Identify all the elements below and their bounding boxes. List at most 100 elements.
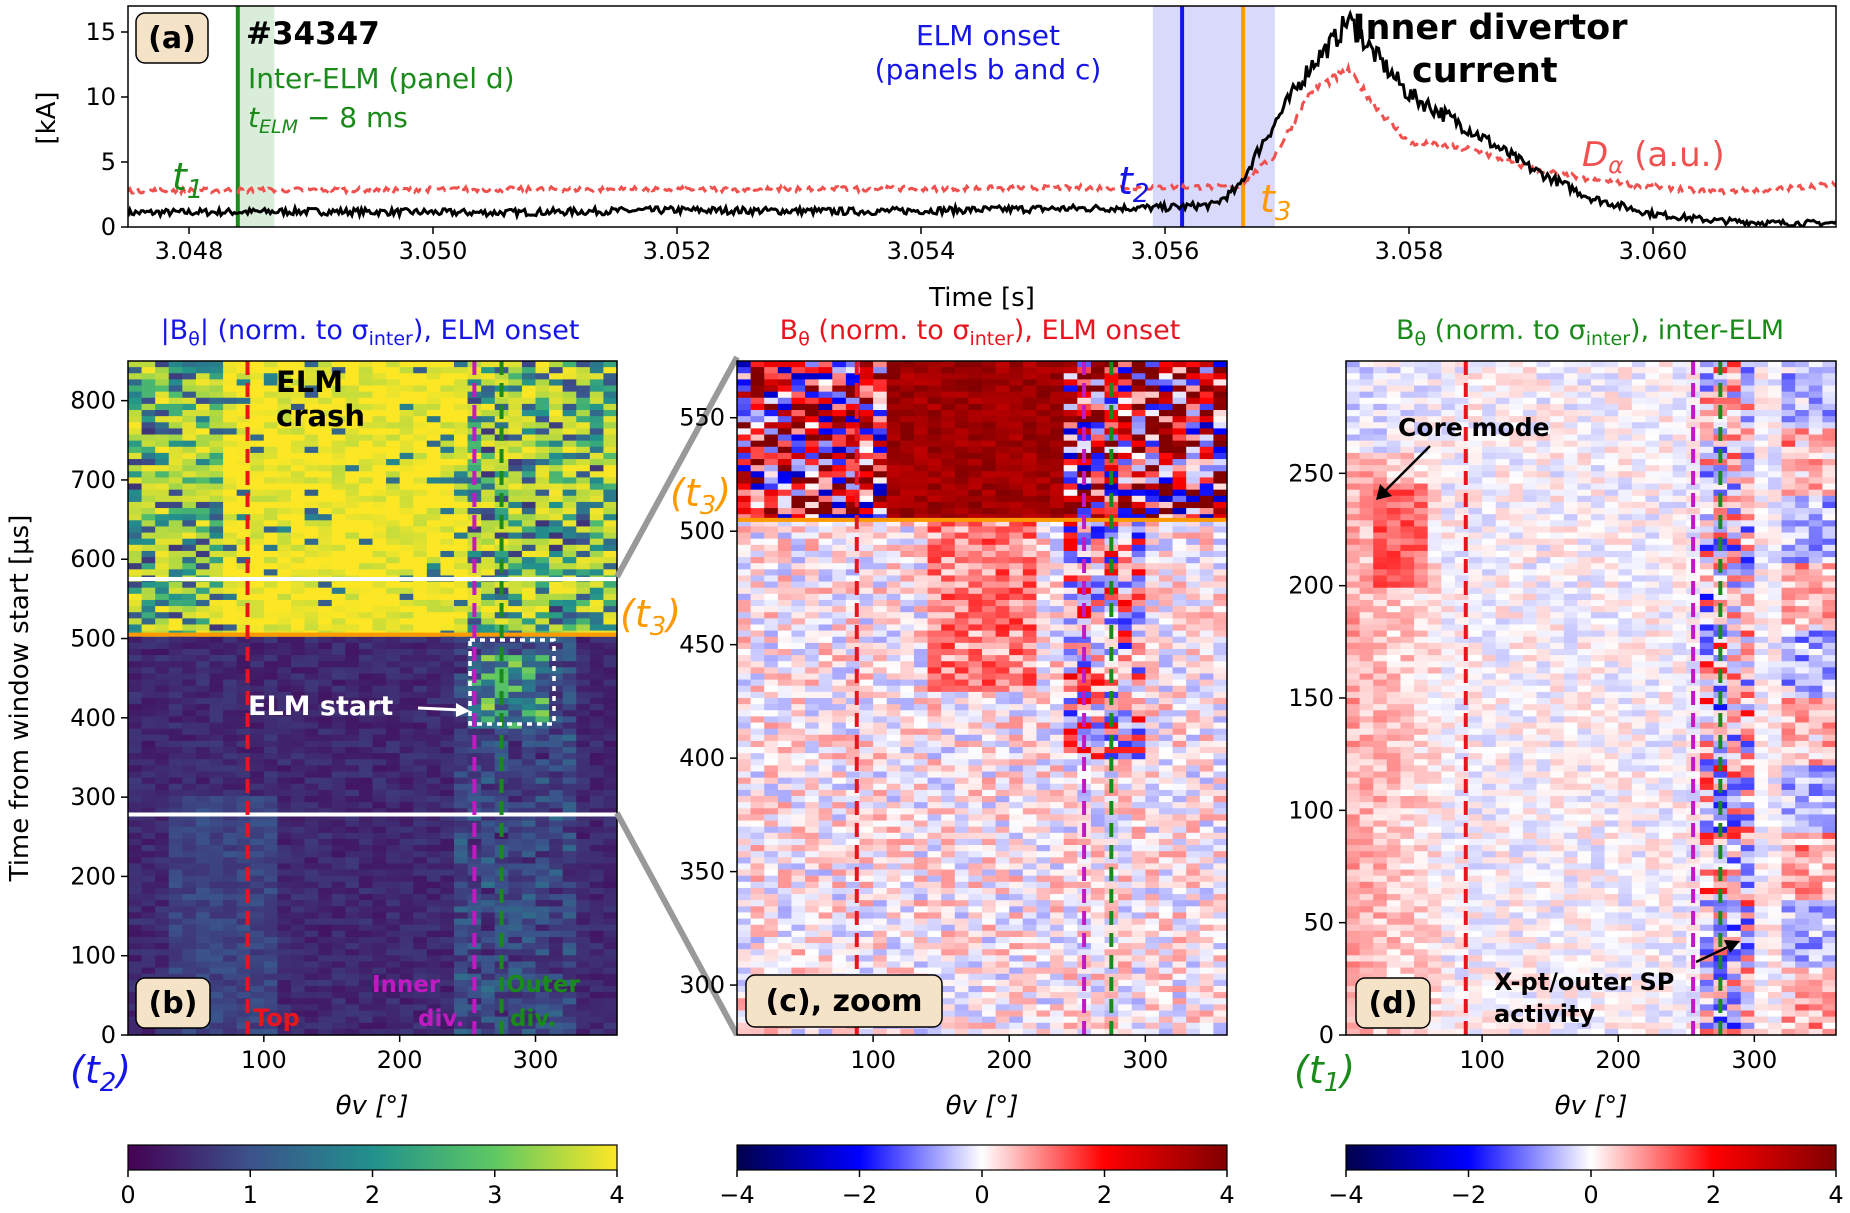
heatmap-cell bbox=[508, 636, 523, 644]
heatmap-cell bbox=[1131, 514, 1146, 521]
heatmap-cell bbox=[195, 569, 211, 577]
heatmap-cell bbox=[345, 673, 360, 681]
heatmap-cell bbox=[508, 912, 523, 920]
heatmap-cell bbox=[413, 845, 428, 852]
heatmap-cell bbox=[508, 648, 523, 656]
heatmap-cell bbox=[426, 636, 442, 644]
elm-start-box bbox=[468, 638, 556, 726]
heatmap-cell bbox=[291, 520, 306, 528]
heatmap-cell bbox=[576, 679, 591, 687]
heatmap-cell bbox=[845, 465, 861, 472]
heatmap-cell bbox=[331, 771, 346, 779]
heatmap-cell bbox=[358, 734, 374, 742]
heatmap-cell bbox=[603, 532, 618, 540]
heatmap-cell bbox=[182, 440, 197, 448]
heatmap-cell bbox=[467, 771, 482, 779]
heatmap-cell bbox=[277, 367, 292, 374]
heatmap-cell bbox=[318, 514, 333, 521]
heatmap-cell bbox=[941, 385, 956, 393]
heatmap-cell bbox=[358, 881, 374, 889]
heatmap-cell bbox=[603, 710, 618, 717]
heatmap-cell bbox=[318, 581, 333, 589]
heatmap-cell bbox=[1131, 367, 1146, 374]
heatmap-cell bbox=[372, 563, 387, 570]
heatmap-cell bbox=[209, 642, 224, 650]
heatmap-cell bbox=[562, 857, 577, 865]
heatmap-cell bbox=[454, 1022, 469, 1030]
heatmap-cell bbox=[345, 771, 360, 779]
heatmap-cell bbox=[155, 612, 170, 619]
heatmap-cell bbox=[128, 740, 143, 748]
heatmap-cell bbox=[345, 581, 360, 589]
heatmap-cell bbox=[236, 569, 251, 577]
heatmap-cell bbox=[155, 667, 170, 675]
heatmap-cell bbox=[277, 924, 292, 932]
heatmap-cell bbox=[1172, 410, 1187, 417]
heatmap-cell bbox=[859, 459, 874, 466]
heatmap-cell bbox=[859, 367, 874, 374]
heatmap-cell bbox=[168, 397, 183, 405]
heatmap-cell bbox=[250, 379, 265, 387]
heatmap-cell bbox=[128, 857, 143, 865]
heatmap-cell bbox=[805, 471, 820, 479]
heatmap-cell bbox=[304, 434, 319, 442]
heatmap-cell bbox=[345, 661, 360, 668]
heatmap-cell bbox=[549, 361, 564, 368]
heatmap-cell bbox=[304, 851, 319, 858]
heatmap-cell bbox=[603, 900, 618, 907]
heatmap-cell bbox=[576, 808, 591, 816]
heatmap-cell bbox=[589, 796, 605, 803]
heatmap-cell bbox=[549, 428, 564, 436]
heatmap-cell bbox=[128, 704, 143, 711]
heatmap-cell bbox=[1186, 440, 1201, 448]
zoom-connector-bottom bbox=[614, 811, 740, 1037]
heatmap-cell bbox=[481, 857, 496, 865]
heatmap-cell bbox=[845, 397, 861, 405]
heatmap-cell bbox=[535, 483, 550, 491]
heatmap-cell bbox=[603, 973, 618, 981]
heatmap-cell bbox=[900, 416, 915, 423]
heatmap-cell bbox=[168, 875, 183, 883]
heatmap-cell bbox=[1118, 422, 1133, 429]
heatmap-cell bbox=[291, 924, 306, 932]
heatmap-cell bbox=[291, 875, 306, 883]
heatmap-cell bbox=[318, 704, 333, 711]
heatmap-cell bbox=[481, 422, 496, 429]
heatmap-cell bbox=[481, 838, 496, 846]
heatmap-cell bbox=[562, 881, 577, 889]
heatmap-cell bbox=[589, 391, 605, 399]
heatmap-cell bbox=[291, 679, 306, 687]
heatmap-cell bbox=[454, 673, 469, 681]
heatmap-cell bbox=[562, 753, 577, 760]
heatmap-cell bbox=[331, 385, 346, 393]
heatmap-cell bbox=[426, 673, 442, 681]
heatmap-cell bbox=[603, 777, 618, 785]
heatmap-cell bbox=[562, 973, 577, 981]
heatmap-cell bbox=[318, 501, 333, 509]
heatmap-cell bbox=[304, 581, 319, 589]
heatmap-cell bbox=[195, 973, 211, 981]
heatmap-cell bbox=[250, 557, 265, 564]
heatmap-cell bbox=[859, 477, 874, 485]
heatmap-cell bbox=[426, 428, 442, 436]
heatmap-cell bbox=[968, 446, 983, 454]
heatmap-cell bbox=[331, 949, 346, 956]
heatmap-cell bbox=[182, 734, 197, 742]
heatmap-cell bbox=[508, 550, 523, 558]
heatmap-cell bbox=[331, 410, 346, 417]
heatmap-cell bbox=[318, 771, 333, 779]
heatmap-cell bbox=[576, 765, 591, 773]
heatmap-cell bbox=[589, 673, 605, 681]
heatmap-cell bbox=[277, 501, 292, 509]
heatmap-cell bbox=[236, 1010, 251, 1018]
heatmap-cell bbox=[291, 740, 306, 748]
heatmap-cell bbox=[155, 477, 170, 485]
heatmap-cell bbox=[291, 863, 306, 871]
heatmap-cell bbox=[236, 636, 251, 644]
heatmap-cell bbox=[440, 728, 455, 736]
heatmap-cell bbox=[521, 747, 537, 754]
heatmap-cell bbox=[562, 747, 577, 754]
heatmap-cell bbox=[1118, 373, 1133, 380]
heatmap-cell bbox=[304, 1004, 319, 1012]
heatmap-cell bbox=[549, 648, 564, 656]
